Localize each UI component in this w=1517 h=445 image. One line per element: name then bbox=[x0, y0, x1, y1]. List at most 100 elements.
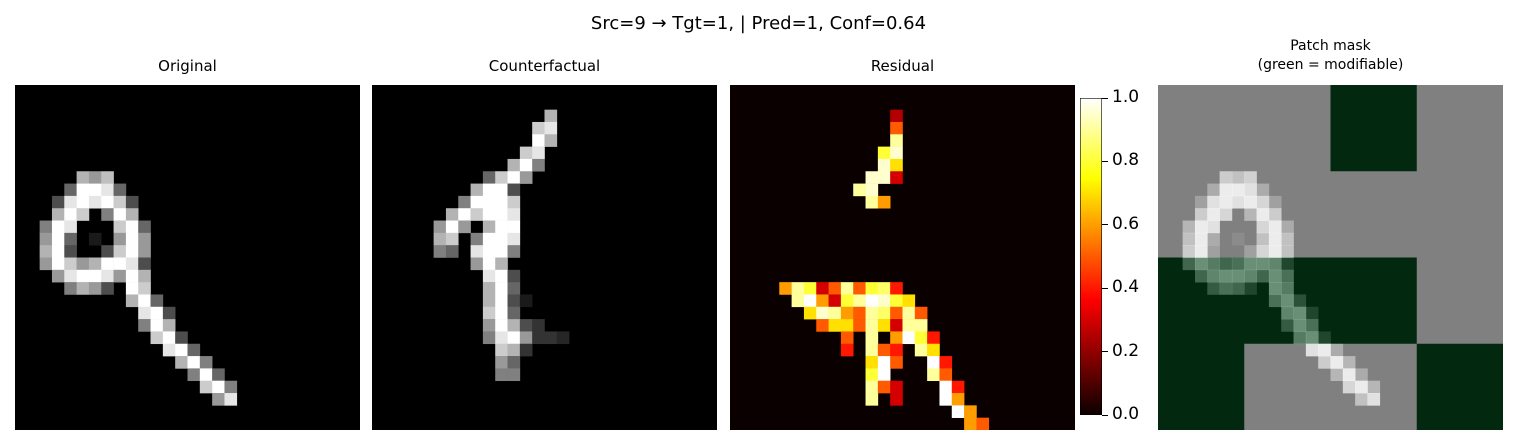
original-pixel bbox=[188, 344, 201, 357]
original-pixel bbox=[114, 245, 127, 258]
mask-patch-green bbox=[1158, 344, 1245, 430]
counterfactual-pixel bbox=[483, 258, 496, 271]
residual-pixel bbox=[890, 171, 903, 184]
residual-pixel bbox=[841, 294, 854, 307]
counterfactual-pixel bbox=[532, 331, 545, 344]
residual-pixel bbox=[878, 344, 891, 357]
original-image bbox=[15, 85, 360, 430]
residual-pixel bbox=[829, 282, 842, 295]
original-pixel bbox=[77, 208, 90, 221]
mask-digit-pixel bbox=[1257, 270, 1270, 283]
residual-pixel bbox=[866, 171, 879, 184]
counterfactual-pixel bbox=[458, 221, 471, 234]
residual-pixel bbox=[866, 319, 879, 332]
counterfactual-pixel bbox=[434, 221, 447, 234]
original-pixel bbox=[175, 331, 188, 344]
counterfactual-image bbox=[372, 85, 717, 430]
counterfactual-pixel bbox=[458, 196, 471, 209]
mask-digit-pixel bbox=[1318, 331, 1331, 344]
counterfactual-pixel bbox=[508, 331, 521, 344]
mask-digit-pixel bbox=[1281, 282, 1294, 295]
residual-pixel bbox=[890, 331, 903, 344]
counterfactual-pixel bbox=[446, 221, 459, 234]
mask-digit-pixel bbox=[1195, 233, 1208, 246]
original-pixel bbox=[64, 245, 77, 258]
counterfactual-pixel bbox=[495, 233, 508, 246]
residual-pixel bbox=[866, 196, 879, 209]
counterfactual-pixel bbox=[520, 331, 533, 344]
mask-digit-pixel bbox=[1183, 245, 1196, 258]
counterfactual-pixel bbox=[483, 319, 496, 332]
residual-pixel bbox=[841, 307, 854, 320]
original-pixel bbox=[89, 270, 102, 283]
residual-pixel bbox=[878, 147, 891, 160]
original-pixel bbox=[40, 258, 53, 271]
patch-mask-image bbox=[1158, 85, 1503, 430]
residual-pixel bbox=[853, 319, 866, 332]
counterfactual-pixel bbox=[508, 319, 521, 332]
original-pixel bbox=[101, 258, 114, 271]
mask-digit-pixel bbox=[1355, 368, 1368, 381]
residual-pixel bbox=[804, 294, 817, 307]
residual-pixel bbox=[976, 418, 989, 430]
original-pixel bbox=[126, 196, 139, 209]
mask-digit-pixel bbox=[1269, 282, 1282, 295]
original-pixel bbox=[89, 258, 102, 271]
mask-digit-pixel bbox=[1195, 208, 1208, 221]
original-pixel bbox=[138, 294, 151, 307]
residual-pixel bbox=[890, 344, 903, 357]
residual-pixel bbox=[915, 331, 928, 344]
mask-digit-pixel bbox=[1232, 196, 1245, 209]
residual-pixel bbox=[915, 307, 928, 320]
mask-digit-pixel bbox=[1257, 258, 1270, 271]
panel-title-original: Original bbox=[15, 57, 360, 75]
original-pixel bbox=[163, 331, 176, 344]
residual-pixel bbox=[890, 307, 903, 320]
mask-digit-pixel bbox=[1306, 331, 1319, 344]
counterfactual-pixel bbox=[532, 319, 545, 332]
residual-pixel bbox=[890, 294, 903, 307]
residual-pixel bbox=[927, 344, 940, 357]
residual-pixel bbox=[878, 307, 891, 320]
residual-pixel bbox=[866, 184, 879, 197]
residual-pixel bbox=[866, 368, 879, 381]
counterfactual-pixel bbox=[508, 159, 521, 172]
residual-pixel bbox=[939, 368, 952, 381]
mask-digit-pixel bbox=[1257, 245, 1270, 258]
mask-digit-pixel bbox=[1269, 245, 1282, 258]
residual-pixel bbox=[915, 344, 928, 357]
counterfactual-pixel bbox=[508, 368, 521, 381]
residual-pixel bbox=[866, 344, 879, 357]
original-pixel bbox=[138, 282, 151, 295]
residual-pixel bbox=[927, 368, 940, 381]
original-pixel bbox=[114, 270, 127, 283]
counterfactual-pixel bbox=[483, 196, 496, 209]
mask-digit-pixel bbox=[1232, 233, 1245, 246]
residual-pixel bbox=[878, 282, 891, 295]
residual-pixel bbox=[866, 331, 879, 344]
mask-digit-pixel bbox=[1207, 233, 1220, 246]
original-pixel bbox=[138, 245, 151, 258]
mask-digit-pixel bbox=[1281, 307, 1294, 320]
residual-pixel bbox=[816, 294, 829, 307]
residual-pixel bbox=[903, 307, 916, 320]
residual-pixel bbox=[878, 319, 891, 332]
residual-pixel bbox=[878, 356, 891, 369]
original-pixel bbox=[138, 258, 151, 271]
mask-patch-green bbox=[1331, 85, 1418, 172]
mask-patch-gray bbox=[1244, 344, 1331, 430]
counterfactual-pixel bbox=[508, 294, 521, 307]
mask-digit-pixel bbox=[1195, 270, 1208, 283]
mask-digit-pixel bbox=[1331, 356, 1344, 369]
counterfactual-pixel bbox=[532, 147, 545, 160]
mask-digit-pixel bbox=[1183, 258, 1196, 271]
original-pixel bbox=[64, 196, 77, 209]
mask-digit-pixel bbox=[1232, 258, 1245, 271]
mask-digit-pixel bbox=[1331, 368, 1344, 381]
residual-pixel bbox=[903, 319, 916, 332]
residual-pixel bbox=[866, 381, 879, 394]
original-pixel bbox=[64, 208, 77, 221]
mask-digit-pixel bbox=[1269, 294, 1282, 307]
original-pixel bbox=[40, 221, 53, 234]
original-pixel bbox=[77, 282, 90, 295]
